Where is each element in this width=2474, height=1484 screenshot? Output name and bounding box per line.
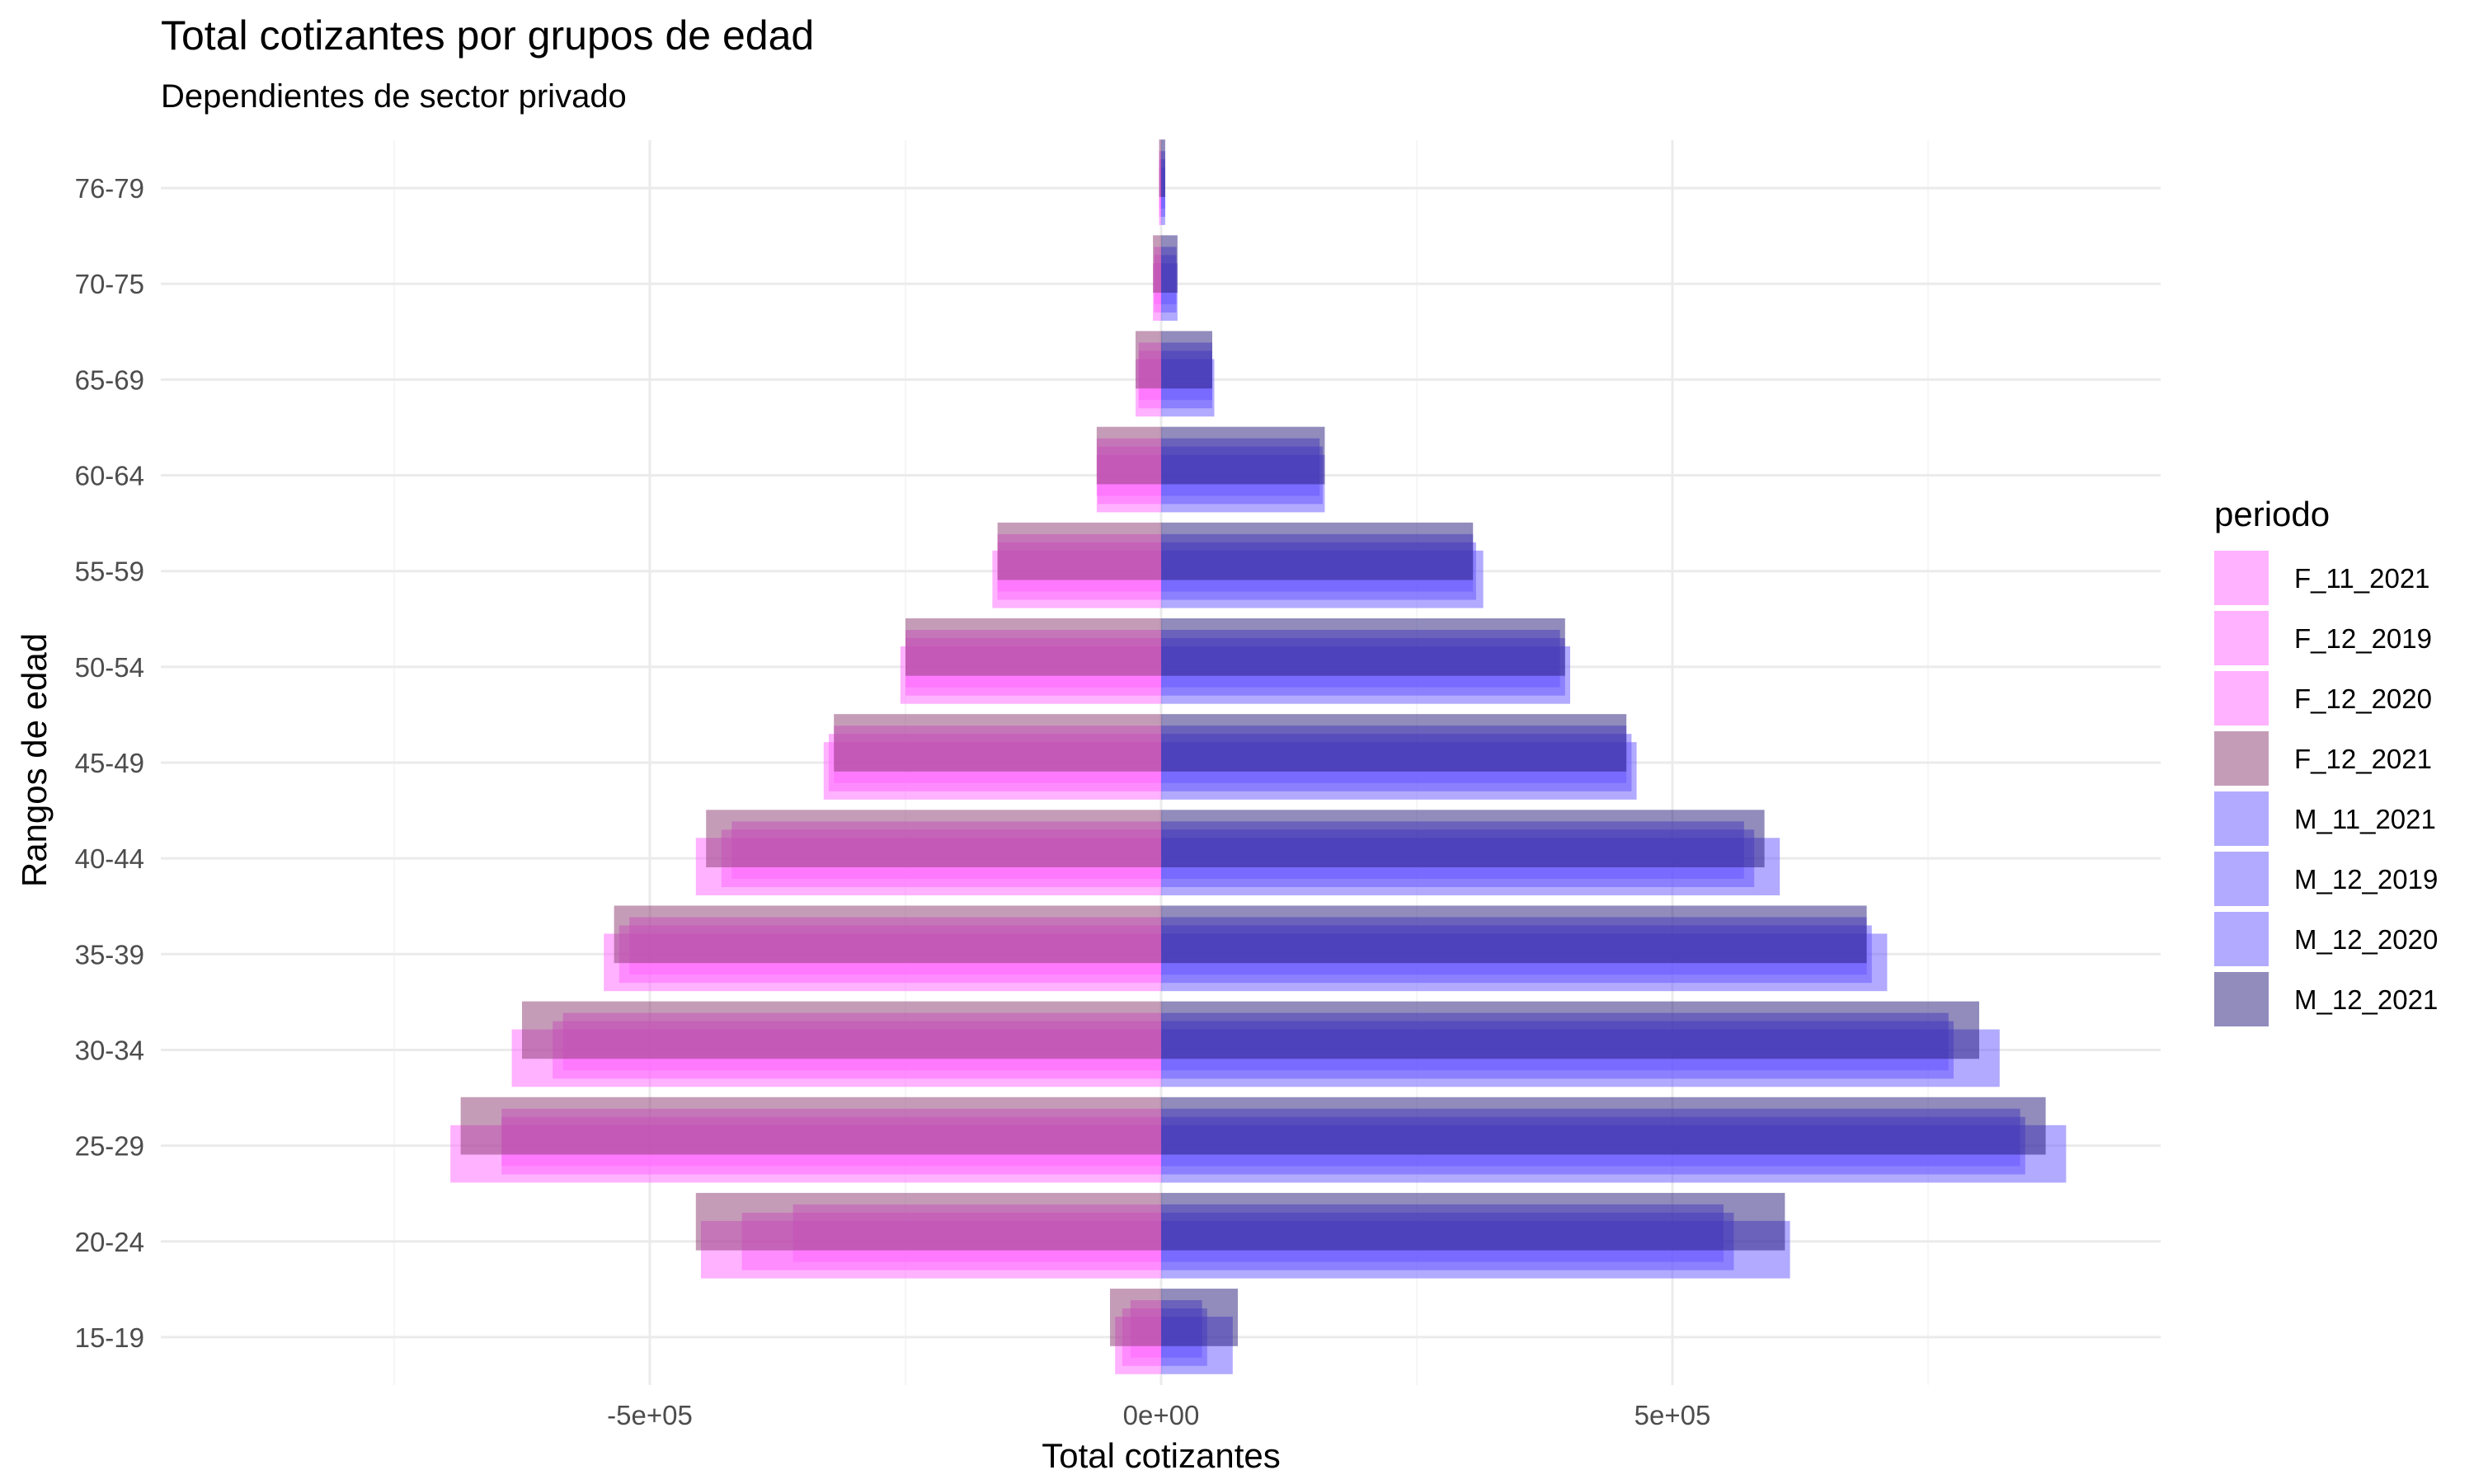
bar-F_12_2021-20-24 <box>695 1192 1161 1251</box>
bar-M_12_2021-70-75 <box>1161 235 1178 294</box>
x-tick-label-2: 5e+05 <box>1634 1400 1711 1430</box>
legend-label-M_12_2020: M_12_2020 <box>2294 924 2438 955</box>
legend-label-F_11_2021: F_11_2021 <box>2294 563 2430 594</box>
y-tick-label-40-44: 40-44 <box>75 843 144 874</box>
legend-label-F_12_2019: F_12_2019 <box>2294 623 2432 654</box>
y-tick-label-15-19: 15-19 <box>75 1322 144 1353</box>
y-tick-label-76-79: 76-79 <box>75 173 144 204</box>
bar-F_12_2021-65-69 <box>1136 331 1161 389</box>
series-M_12_2021 <box>1161 139 2046 1346</box>
bar-M_12_2021-45-49 <box>1161 714 1627 772</box>
legend-swatch-M_12_2021 <box>2214 972 2269 1026</box>
y-tick-label-55-59: 55-59 <box>75 556 144 587</box>
y-tick-label-45-49: 45-49 <box>75 748 144 778</box>
legend-label-M_12_2021: M_12_2021 <box>2294 984 2438 1015</box>
y-axis-title: Rangos de edad <box>15 633 54 887</box>
chart-title: Total cotizantes por grupos de edad <box>161 12 814 59</box>
x-tick-label-1: 0e+00 <box>1123 1400 1200 1430</box>
y-tick-label-65-69: 65-69 <box>75 364 144 395</box>
bar-F_12_2021-70-75 <box>1153 235 1161 294</box>
bar-M_12_2021-76-79 <box>1161 139 1165 197</box>
bar-F_12_2021-40-44 <box>706 810 1161 867</box>
bar-F_12_2021-60-64 <box>1096 426 1161 485</box>
x-axis-title: Total cotizantes <box>1042 1436 1281 1475</box>
bar-M_12_2021-35-39 <box>1161 905 1867 964</box>
bar-F_12_2021-25-29 <box>460 1097 1161 1155</box>
bar-M_12_2021-20-24 <box>1161 1192 1785 1251</box>
bar-M_12_2021-50-54 <box>1161 618 1565 676</box>
bar-F_12_2021-35-39 <box>614 905 1161 964</box>
bar-M_12_2021-55-59 <box>1161 522 1474 580</box>
y-tick-label-70-75: 70-75 <box>75 269 144 299</box>
legend-title: periodo <box>2214 495 2330 533</box>
bar-F_12_2021-15-19 <box>1110 1289 1161 1346</box>
bar-F_12_2021-30-34 <box>522 1001 1161 1059</box>
legend-label-M_11_2021: M_11_2021 <box>2294 804 2436 834</box>
ticks-layer: 15-19 20-24 25-29 30-34 35-39 40-44 45-49 50-54… <box>75 173 1711 1430</box>
legend-label-F_12_2020: F_12_2020 <box>2294 683 2432 714</box>
legend-swatch-F_12_2019 <box>2214 611 2269 665</box>
y-tick-label-30-34: 30-34 <box>75 1035 144 1065</box>
bar-M_12_2021-25-29 <box>1161 1097 2046 1155</box>
bar-F_12_2021-45-49 <box>834 714 1161 772</box>
bar-F_12_2021-50-54 <box>905 618 1161 676</box>
y-tick-label-20-24: 20-24 <box>75 1227 144 1257</box>
x-tick-label-0: -5e+05 <box>607 1400 693 1430</box>
legend-swatch-F_12_2021 <box>2214 731 2269 786</box>
legend-swatch-M_12_2020 <box>2214 912 2269 966</box>
legend-items: F_11_2021 F_12_2019 F_12_2020 F_12_2021 M_11… <box>2214 551 2438 1026</box>
bar-F_12_2021-55-59 <box>997 522 1161 580</box>
chart-subtitle: Dependientes de sector privado <box>161 78 627 115</box>
legend-swatch-M_12_2019 <box>2214 852 2269 906</box>
bar-M_12_2021-15-19 <box>1161 1289 1238 1346</box>
y-tick-label-60-64: 60-64 <box>75 461 144 491</box>
y-tick-label-35-39: 35-39 <box>75 939 144 970</box>
bars-layer <box>450 139 2067 1374</box>
legend-swatch-M_11_2021 <box>2214 791 2269 846</box>
legend-swatch-F_12_2020 <box>2214 671 2269 726</box>
bar-M_12_2021-30-34 <box>1161 1001 1979 1059</box>
series-F_12_2021 <box>460 139 1161 1346</box>
bar-M_12_2021-40-44 <box>1161 810 1765 867</box>
legend: periodo F_11_2021 F_12_2019 F_12_2020 F_12_… <box>2214 495 2438 1026</box>
bar-M_12_2021-60-64 <box>1161 426 1325 485</box>
legend-label-F_12_2021: F_12_2021 <box>2294 744 2432 774</box>
bar-F_12_2021-76-79 <box>1159 139 1161 197</box>
y-tick-label-25-29: 25-29 <box>75 1131 144 1162</box>
legend-swatch-F_11_2021 <box>2214 551 2269 605</box>
y-tick-label-50-54: 50-54 <box>75 652 144 683</box>
bar-M_12_2021-65-69 <box>1161 331 1212 389</box>
legend-label-M_12_2019: M_12_2019 <box>2294 864 2438 895</box>
